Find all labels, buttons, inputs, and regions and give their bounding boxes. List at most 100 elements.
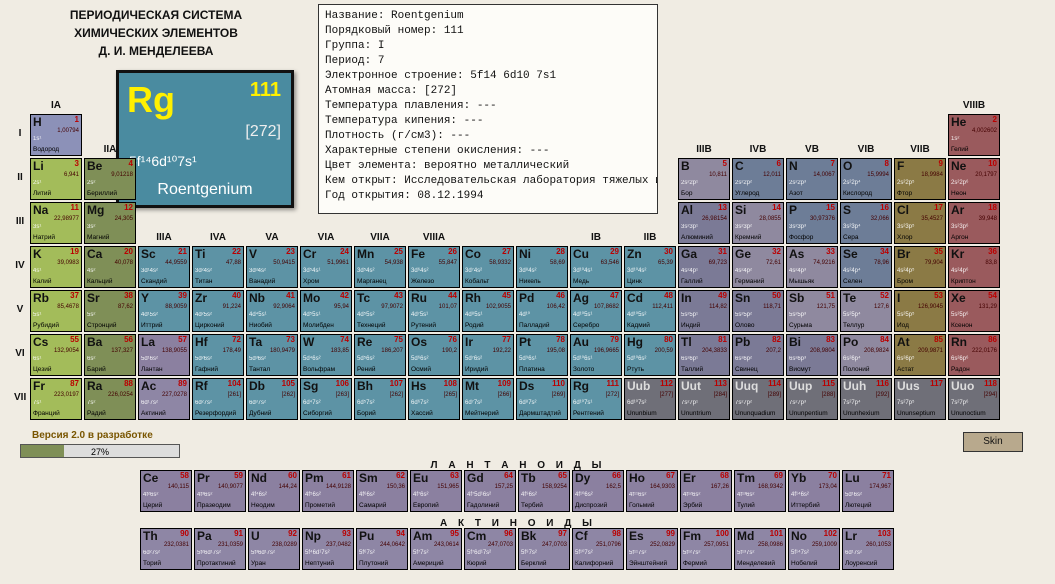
element-cell-Cm[interactable]: Cm96247,07035f⁷6d¹7s²Кюрий	[464, 528, 516, 570]
element-cell-Uus[interactable]: Uus1177s²7p⁵Ununseptium	[894, 378, 946, 420]
element-cell-Sm[interactable]: Sm62150,364f⁶6s²Самарий	[356, 470, 408, 512]
element-cell-Uuh[interactable]: Uuh116[292]7s²7p⁴Ununhexium	[840, 378, 892, 420]
element-cell-Po[interactable]: Po84208,98246s²6p⁴Полоний	[840, 334, 892, 376]
element-cell-Ru[interactable]: Ru44101,074d⁷5s¹Рутений	[408, 290, 460, 332]
element-cell-Ca[interactable]: Ca2040,0784s²Кальций	[84, 246, 136, 288]
element-cell-Sc[interactable]: Sc2144,95593d¹4s²Скандий	[138, 246, 190, 288]
element-cell-Rg[interactable]: Rg111[272]6d¹⁰7s¹Рентгений	[570, 378, 622, 420]
element-cell-Ge[interactable]: Ge3272,614s²4p²Германий	[732, 246, 784, 288]
element-cell-Fm[interactable]: Fm100257,09515f¹²7s²Фермий	[680, 528, 732, 570]
element-cell-Cr[interactable]: Cr2451,99613d⁵4s¹Хром	[300, 246, 352, 288]
element-cell-Sg[interactable]: Sg106[263]6d⁴7s²Сиборгий	[300, 378, 352, 420]
element-cell-Nb[interactable]: Nb4192,90644d⁴5s¹Ниобий	[246, 290, 298, 332]
element-cell-Ag[interactable]: Ag47107,86824d¹⁰5s¹Серебро	[570, 290, 622, 332]
element-cell-Kr[interactable]: Kr3683,84s²4p⁶Криптон	[948, 246, 1000, 288]
element-cell-Bi[interactable]: Bi83208,98046s²6p³Висмут	[786, 334, 838, 376]
element-cell-Sn[interactable]: Sn50118,715s²5p²Олово	[732, 290, 784, 332]
element-cell-Ds[interactable]: Ds110[269]6d⁸7s²Дармштадтий	[516, 378, 568, 420]
element-cell-Mt[interactable]: Mt109[266]6d⁷7s²Мейтнерий	[462, 378, 514, 420]
element-cell-H[interactable]: H11,007941s¹Водород	[30, 114, 82, 156]
element-cell-N[interactable]: N714,00672s²2p³Азот	[786, 158, 838, 200]
element-cell-Uut[interactable]: Uut113[284]7s²7p¹Ununtrium	[678, 378, 730, 420]
element-cell-O[interactable]: O815,99942s²2p⁴Кислород	[840, 158, 892, 200]
element-cell-Db[interactable]: Db105[262]6d³7s²Дубний	[246, 378, 298, 420]
element-cell-Hs[interactable]: Hs108[265]6d⁶7s²Хассий	[408, 378, 460, 420]
element-cell-Ti[interactable]: Ti2247,883d²4s²Титан	[192, 246, 244, 288]
element-cell-Tb[interactable]: Tb65158,92544f⁹6s²Тербий	[518, 470, 570, 512]
element-cell-Ba[interactable]: Ba56137,3276s²Барий	[84, 334, 136, 376]
element-cell-Sr[interactable]: Sr3887,625s²Стронций	[84, 290, 136, 332]
element-cell-Mn[interactable]: Mn2554,9383d⁵4s²Марганец	[354, 246, 406, 288]
element-cell-Rf[interactable]: Rf104[261]6d²7s²Резерфордий	[192, 378, 244, 420]
element-cell-Pt[interactable]: Pt78195,085d⁹6s¹Платина	[516, 334, 568, 376]
element-cell-Dy[interactable]: Dy66162,54f¹⁰6s²Диспрозий	[572, 470, 624, 512]
element-cell-Th[interactable]: Th90232,03816d²7s²Торий	[140, 528, 192, 570]
skin-button[interactable]: Skin	[963, 432, 1023, 452]
element-cell-Am[interactable]: Am95243,06145f⁷7s²Америций	[410, 528, 462, 570]
element-cell-Ar[interactable]: Ar1839,9483s²3p⁶Аргон	[948, 202, 1000, 244]
element-cell-Zn[interactable]: Zn3065,393d¹⁰4s²Цинк	[624, 246, 676, 288]
element-cell-Fe[interactable]: Fe2655,8473d⁶4s²Железо	[408, 246, 460, 288]
element-cell-Ir[interactable]: Ir77192,225d⁷6s²Иридий	[462, 334, 514, 376]
element-cell-Zr[interactable]: Zr4091,2244d²5s²Цирконий	[192, 290, 244, 332]
element-cell-Si[interactable]: Si1428,08553s²3p²Кремний	[732, 202, 784, 244]
element-cell-Uuq[interactable]: Uuq114[289]7s²7p²Ununquadium	[732, 378, 784, 420]
element-cell-Er[interactable]: Er68167,264f¹²6s²Эрбий	[680, 470, 732, 512]
element-cell-Te[interactable]: Te52127,65s²5p⁴Теллур	[840, 290, 892, 332]
element-cell-Se[interactable]: Se3478,964s²4p⁴Селен	[840, 246, 892, 288]
element-cell-Ni[interactable]: Ni2858,693d⁸4s²Никель	[516, 246, 568, 288]
element-cell-Na[interactable]: Na1122,989773s¹Натрий	[30, 202, 82, 244]
element-cell-Np[interactable]: Np93237,04825f⁴6d¹7s²Нептуний	[302, 528, 354, 570]
element-cell-Xe[interactable]: Xe54131,295s²5p⁶Ксенон	[948, 290, 1000, 332]
element-cell-U[interactable]: U92238,02895f³6d¹7s²Уран	[248, 528, 300, 570]
element-cell-Lr[interactable]: Lr103260,10536d¹7s²Лоуренсий	[842, 528, 894, 570]
element-cell-Mg[interactable]: Mg1224,3053s²Магний	[84, 202, 136, 244]
element-cell-V[interactable]: V2350,94153d³4s²Ванадий	[246, 246, 298, 288]
element-cell-Uuo[interactable]: Uuo118[294]7s²7p⁶Ununoctium	[948, 378, 1000, 420]
element-cell-B[interactable]: B510,8112s²2p¹Бор	[678, 158, 730, 200]
element-cell-Tc[interactable]: Tc4397,90724d⁵5s²Технеций	[354, 290, 406, 332]
element-cell-Yb[interactable]: Yb70173,044f¹⁴6s²Иттербий	[788, 470, 840, 512]
element-cell-Cs[interactable]: Cs55132,90546s¹Цезий	[30, 334, 82, 376]
element-cell-S[interactable]: S1632,0663s²3p⁴Сера	[840, 202, 892, 244]
element-cell-Ra[interactable]: Ra88226,02547s²Радий	[84, 378, 136, 420]
element-cell-Rb[interactable]: Rb3785,46785s¹Рубидий	[30, 290, 82, 332]
element-cell-Ho[interactable]: Ho67164,93034f¹¹6s²Гольмий	[626, 470, 678, 512]
element-cell-No[interactable]: No102259,10095f¹⁴7s²Нобелий	[788, 528, 840, 570]
element-cell-Cl[interactable]: Cl1735,45273s²3p⁵Хлор	[894, 202, 946, 244]
element-cell-K[interactable]: K1939,09834s¹Калий	[30, 246, 82, 288]
element-cell-At[interactable]: At85209,98716s²6p⁵Астат	[894, 334, 946, 376]
element-cell-Pd[interactable]: Pd46106,424d¹⁰Палладий	[516, 290, 568, 332]
element-cell-In[interactable]: In49114,825s²5p¹Индий	[678, 290, 730, 332]
element-cell-Li[interactable]: Li36,9412s¹Литий	[30, 158, 82, 200]
element-cell-Es[interactable]: Es99252,08295f¹¹7s²Эйнштейний	[626, 528, 678, 570]
element-cell-Uup[interactable]: Uup115[288]7s²7p³Ununpentium	[786, 378, 838, 420]
element-cell-Md[interactable]: Md101258,09865f¹³7s²Менделевий	[734, 528, 786, 570]
element-cell-Mo[interactable]: Mo4295,944d⁵5s¹Молибден	[300, 290, 352, 332]
element-cell-Fr[interactable]: Fr87223,01977s¹Франций	[30, 378, 82, 420]
element-cell-La[interactable]: La57138,90555d¹6s²Лантан	[138, 334, 190, 376]
element-cell-Bh[interactable]: Bh107[262]6d⁵7s²Борий	[354, 378, 406, 420]
element-cell-Tm[interactable]: Tm69168,93424f¹³6s²Тулий	[734, 470, 786, 512]
element-cell-Cd[interactable]: Cd48112,4114d¹⁰5s²Кадмий	[624, 290, 676, 332]
element-cell-Pa[interactable]: Pa91231,03595f²6d¹7s²Протактиний	[194, 528, 246, 570]
element-cell-Pr[interactable]: Pr59140,90774f³6s²Празеодим	[194, 470, 246, 512]
element-cell-Be[interactable]: Be49,012182s²Бериллий	[84, 158, 136, 200]
element-cell-Eu[interactable]: Eu63151,9654f⁷6s²Европий	[410, 470, 462, 512]
element-cell-Ga[interactable]: Ga3169,7234s²4p¹Галлий	[678, 246, 730, 288]
element-cell-W[interactable]: W74183,855d⁴6s²Вольфрам	[300, 334, 352, 376]
element-cell-P[interactable]: P1530,973763s²3p³Фосфор	[786, 202, 838, 244]
element-cell-I[interactable]: I53126,90455s²5p⁵Йод	[894, 290, 946, 332]
element-cell-Al[interactable]: Al1326,981543s²3p¹Алюминий	[678, 202, 730, 244]
element-cell-He[interactable]: He24,0026021s²Гелий	[948, 114, 1000, 156]
element-cell-Lu[interactable]: Lu71174,9675d¹6s²Лютеций	[842, 470, 894, 512]
element-cell-Pb[interactable]: Pb82207,26s²6p²Свинец	[732, 334, 784, 376]
element-cell-Au[interactable]: Au79196,96655d¹⁰6s¹Золото	[570, 334, 622, 376]
element-cell-C[interactable]: C612,0112s²2p²Углерод	[732, 158, 784, 200]
element-cell-Re[interactable]: Re75186,2075d⁵6s²Рений	[354, 334, 406, 376]
element-cell-Br[interactable]: Br3579,9044s²4p⁵Бром	[894, 246, 946, 288]
element-cell-Ac[interactable]: Ac89227,02786d¹7s²Актиний	[138, 378, 190, 420]
element-cell-Ce[interactable]: Ce58140,1154f²6s²Церий	[140, 470, 192, 512]
element-cell-Co[interactable]: Co2758,93323d⁷4s²Кобальт	[462, 246, 514, 288]
element-cell-Nd[interactable]: Nd60144,244f⁴6s²Неодим	[248, 470, 300, 512]
